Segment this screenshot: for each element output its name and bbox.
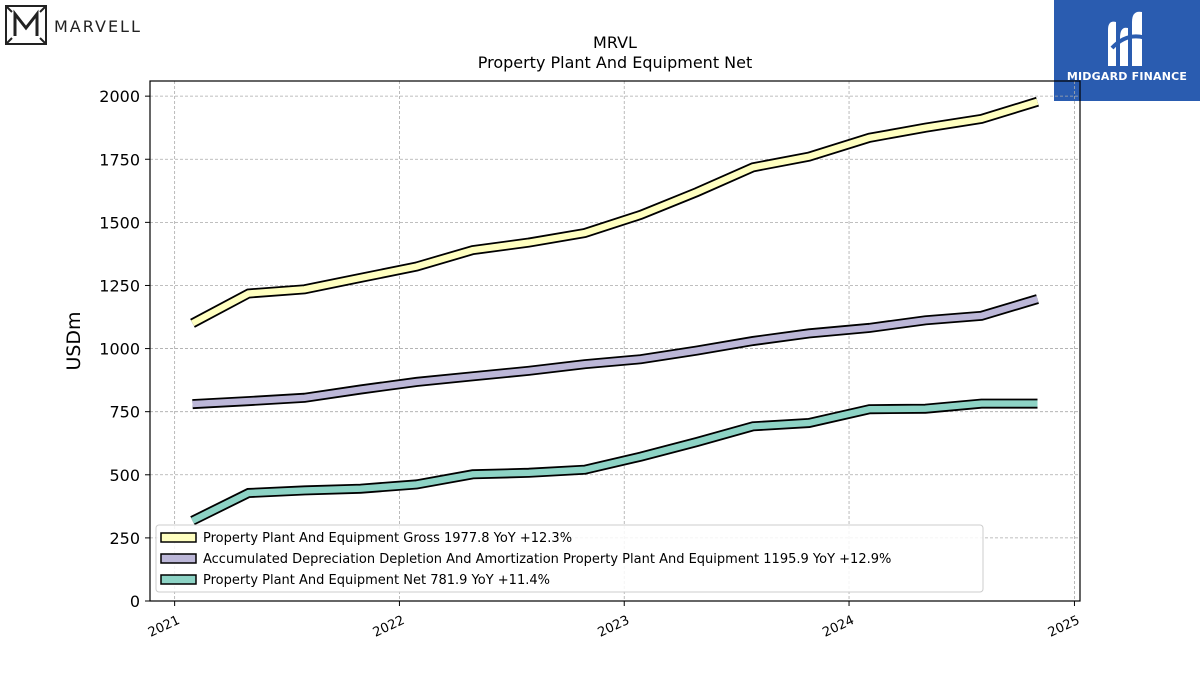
x-tick-label: 2023 xyxy=(596,613,632,641)
legend-entry: Property Plant And Equipment Net 781.9 Y… xyxy=(203,573,550,588)
series-line xyxy=(191,400,1038,524)
y-tick-label: 250 xyxy=(109,529,140,548)
series-line xyxy=(190,98,1039,327)
y-axis-label: USDm xyxy=(63,311,85,370)
y-tick-label: 1500 xyxy=(99,213,140,232)
midgard-m-icon xyxy=(1108,11,1147,66)
grid-lines xyxy=(150,81,1080,602)
marvell-logo: MARVELL xyxy=(4,4,142,46)
legend-swatch xyxy=(160,532,197,543)
plot-frame xyxy=(149,80,1081,602)
x-tick-label: 2022 xyxy=(371,613,407,641)
y-tick-label: 1000 xyxy=(99,340,140,359)
chart-subtitle: Property Plant And Equipment Net xyxy=(478,53,753,72)
x-tick-label: 2021 xyxy=(146,613,182,641)
x-tick-label: 2024 xyxy=(820,613,856,641)
y-tick-label: 1250 xyxy=(99,276,140,295)
legend-entry: Property Plant And Equipment Gross 1977.… xyxy=(203,531,572,546)
marvell-m-icon xyxy=(5,5,47,45)
legend-swatch xyxy=(160,553,197,564)
legend-swatch xyxy=(160,574,197,585)
y-tick-label: 500 xyxy=(109,466,140,485)
marvell-wordmark: MARVELL xyxy=(54,16,142,36)
legend: Property Plant And Equipment Gross 1977.… xyxy=(155,524,984,593)
y-tick-label: 750 xyxy=(109,403,140,422)
legend-box xyxy=(155,524,984,593)
series-line xyxy=(192,296,1039,408)
x-tick-label: 2025 xyxy=(1046,613,1082,641)
midgard-wordmark: MIDGARD FINANCE xyxy=(1066,70,1188,83)
series-lines xyxy=(190,96,1039,526)
legend-entry: Accumulated Depreciation Depletion And A… xyxy=(203,552,891,567)
midgard-finance-logo: MIDGARD FINANCE xyxy=(1054,0,1200,101)
series-line-outline xyxy=(190,96,1039,328)
chart-title: MRVL xyxy=(593,33,637,52)
series-line-outline xyxy=(192,294,1039,410)
y-tick-label: 1750 xyxy=(99,150,140,169)
y-tick-label: 2000 xyxy=(99,87,140,106)
y-tick-label: 0 xyxy=(130,592,140,611)
